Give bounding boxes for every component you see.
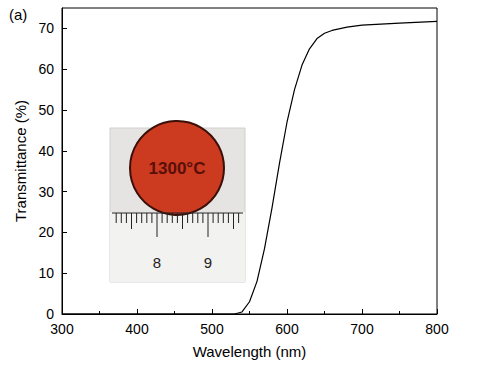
svg-text:70: 70 [38, 20, 54, 36]
svg-text:500: 500 [200, 321, 224, 337]
svg-text:10: 10 [38, 265, 54, 281]
svg-text:700: 700 [350, 321, 374, 337]
svg-text:600: 600 [275, 321, 299, 337]
svg-text:(a): (a) [9, 6, 27, 23]
svg-text:50: 50 [38, 102, 54, 118]
svg-text:9: 9 [204, 254, 212, 271]
svg-text:1300°C: 1300°C [149, 159, 206, 178]
svg-text:30: 30 [38, 184, 54, 200]
svg-text:Wavelength (nm): Wavelength (nm) [193, 343, 307, 360]
svg-text:0: 0 [46, 306, 54, 322]
svg-text:Transmittance (%): Transmittance (%) [12, 100, 29, 222]
svg-text:60: 60 [38, 61, 54, 77]
svg-text:400: 400 [125, 321, 149, 337]
svg-text:8: 8 [153, 254, 161, 271]
svg-text:40: 40 [38, 143, 54, 159]
svg-text:300: 300 [50, 321, 74, 337]
svg-text:20: 20 [38, 224, 54, 240]
svg-text:800: 800 [425, 321, 449, 337]
